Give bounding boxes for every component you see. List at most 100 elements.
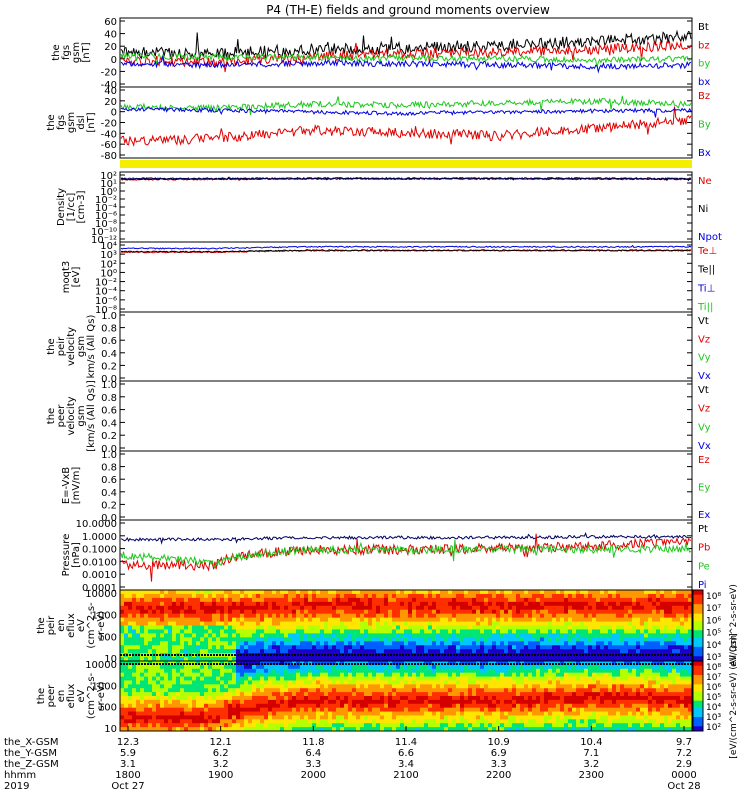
y-tick-label: 10 (104, 724, 117, 735)
spectrogram-cell (184, 676, 189, 681)
spectrogram-cell (376, 605, 381, 611)
spectrogram-cell (132, 633, 137, 638)
spectrogram-cell (688, 641, 693, 646)
spectrogram-cell (460, 699, 465, 705)
spectrogram-cell (264, 597, 269, 603)
spectrogram-cell (240, 664, 245, 670)
spectrogram-cell (672, 657, 677, 662)
y-axis-label-line: en (56, 690, 67, 703)
spectrogram-cell (380, 601, 385, 607)
spectrogram-cell (688, 609, 693, 615)
spectrogram-cell (408, 684, 413, 689)
spectrogram-cell (384, 715, 389, 720)
spectrogram-cell (448, 633, 453, 638)
spectrogram-cell (152, 657, 157, 662)
spectrogram-cell (568, 696, 573, 701)
spectrogram-cell (232, 641, 237, 646)
spectrogram-cell (624, 653, 629, 658)
spectrogram-cell (492, 649, 497, 654)
spectrogram-cell (140, 692, 145, 697)
spectrogram-cell (124, 703, 129, 709)
spectrogram-cell (448, 641, 453, 646)
spectrogram-cell (380, 715, 385, 720)
spectrogram-cell (300, 684, 305, 689)
spectrogram-cell (328, 613, 333, 619)
spectrogram-cell (396, 696, 401, 701)
spectrogram-cell (364, 617, 369, 623)
spectrogram-cell (636, 641, 641, 646)
spectrogram-cell (220, 727, 225, 732)
spectrogram-cell (504, 629, 509, 634)
spectrogram-cell (228, 590, 233, 595)
spectrogram-cell (220, 711, 225, 716)
spectrogram-cell (572, 711, 577, 716)
spectrogram-cell (640, 621, 645, 626)
spectrogram-cell (316, 699, 321, 705)
spectrogram-cell (448, 621, 453, 626)
spectrogram-cell (320, 609, 325, 615)
spectrogram-cell (348, 676, 353, 681)
spectrogram-cell (220, 688, 225, 693)
spectrogram-cell (568, 633, 573, 638)
spectrogram-cell (236, 645, 241, 650)
spectrogram-cell (568, 723, 573, 728)
spectrogram-cell (384, 684, 389, 689)
spectrogram-cell (616, 641, 621, 646)
spectrogram-cell (120, 699, 125, 705)
spectrogram-cell (276, 641, 281, 646)
spectrogram-cell (192, 661, 197, 666)
spectrogram-cell (364, 597, 369, 603)
y-axis-label-line: [1/cc] (66, 193, 77, 222)
y-tick-label: 0.0001 (82, 583, 117, 594)
spectrogram-cell (508, 680, 513, 685)
spectrogram-cell (324, 621, 329, 626)
spectrogram-cell (204, 609, 209, 615)
spectrogram-cell (256, 601, 261, 607)
spectrogram-cell (136, 625, 141, 630)
spectrogram-cell (308, 707, 313, 713)
spectrogram-cell (304, 668, 309, 674)
spectrogram-cell (568, 613, 573, 619)
spectrogram-cell (288, 613, 293, 619)
spectrogram-cell (124, 633, 129, 638)
spectrogram-cell (348, 625, 353, 630)
spectrogram-cell (144, 703, 149, 709)
spectrogram-cell (568, 688, 573, 693)
spectrogram-cell (396, 684, 401, 689)
spectrogram-cell (476, 680, 481, 685)
spectrogram-cell (240, 617, 245, 623)
spectrogram-cell (368, 613, 373, 619)
spectrogram-cell (392, 609, 397, 615)
spectrogram-cell (576, 719, 581, 724)
spectrogram-cell (468, 715, 473, 720)
spectrogram-cell (448, 645, 453, 650)
spectrogram-cell (136, 684, 141, 689)
spectrogram-cell (336, 617, 341, 623)
spectrogram-cell (516, 649, 521, 654)
spectrogram-cell (448, 601, 453, 607)
spectrogram-cell (600, 653, 605, 658)
spectrogram-cell (460, 707, 465, 713)
spectrogram-cell (136, 703, 141, 709)
spectrogram-cell (440, 715, 445, 720)
spectrogram-cell (212, 688, 217, 693)
spectrogram-cell (516, 684, 521, 689)
spectrogram-cell (240, 590, 245, 595)
spectrogram-cell (188, 699, 193, 705)
spectrogram-cell (296, 609, 301, 615)
spectrogram-cell (276, 597, 281, 603)
spectrogram-cell (688, 601, 693, 607)
spectrogram-cell (460, 672, 465, 678)
spectrogram-cell (400, 715, 405, 720)
legend-Vy: Vy (698, 422, 711, 433)
spectrogram-cell (288, 629, 293, 634)
spectrogram-cell (384, 707, 389, 713)
spectrogram-cell (380, 672, 385, 678)
spectrogram-cell (288, 645, 293, 650)
spectrogram-cell (128, 680, 133, 685)
spectrogram-cell (568, 672, 573, 678)
spectrogram-cell (668, 641, 673, 646)
spectrogram-cell (432, 672, 437, 678)
spectrogram-cell (380, 723, 385, 728)
